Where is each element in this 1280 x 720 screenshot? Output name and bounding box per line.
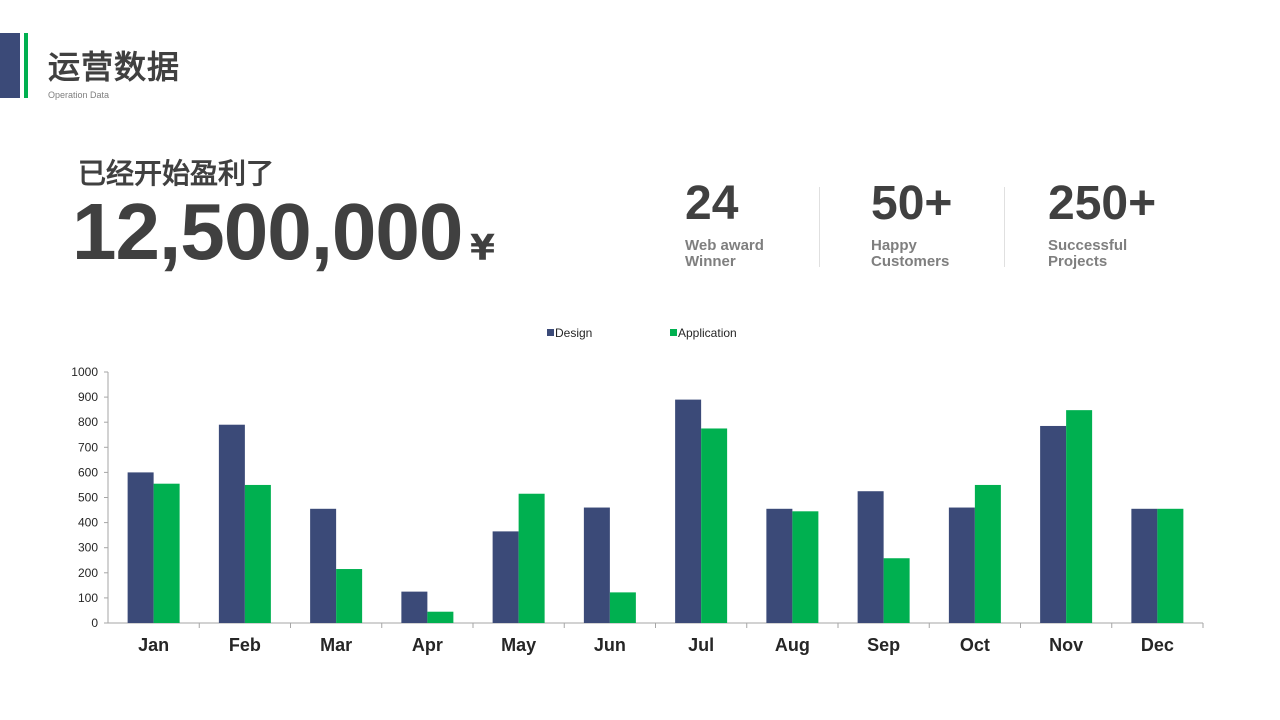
bar-design-feb (218, 424, 245, 623)
legend-label-application: Application (678, 326, 737, 340)
x-tick-label: Oct (960, 635, 990, 655)
bar-design-jan (127, 472, 154, 623)
y-tick-label: 200 (78, 566, 98, 580)
currency-symbol: ¥ (470, 228, 496, 269)
y-tick-label: 500 (78, 491, 98, 505)
bar-design-may (492, 531, 519, 623)
y-tick-label: 700 (78, 440, 98, 454)
stat-customers: 50+ Happy Customers (871, 180, 952, 270)
x-tick-label: Jul (688, 635, 714, 655)
bar-design-dec (1131, 508, 1158, 623)
stat-label: Web award Winner (685, 237, 764, 270)
x-tick-label: Feb (229, 635, 261, 655)
stat-value: 250+ (1048, 177, 1157, 230)
stat-divider (1004, 187, 1005, 267)
y-tick-label: 900 (78, 390, 98, 404)
page-title: 运营数据 (48, 48, 181, 86)
x-tick-label: May (501, 635, 536, 655)
bar-design-jul (675, 399, 702, 623)
bar-application-may (518, 493, 545, 623)
bar-design-mar (310, 508, 337, 623)
bar-design-aug (766, 508, 793, 623)
bar-application-aug (792, 511, 819, 623)
x-tick-label: Mar (320, 635, 352, 655)
bar-application-jun (609, 592, 636, 623)
bar-application-sep (883, 558, 910, 623)
header-accent-line (24, 33, 28, 98)
x-tick-label: Nov (1049, 635, 1083, 655)
stat-label: Happy Customers (871, 237, 950, 270)
bar-design-jun (583, 507, 610, 623)
legend-swatch-design (547, 329, 554, 336)
legend-swatch-application (670, 329, 677, 336)
x-tick-label: Jan (138, 635, 169, 655)
bar-application-jan (153, 483, 180, 623)
bar-application-feb (244, 484, 271, 623)
profit-amount: 12,500,000 (72, 187, 463, 276)
stat-projects: 250+ Successful Projects (1048, 180, 1156, 270)
bar-application-oct (974, 484, 1001, 623)
y-tick-label: 1000 (71, 365, 98, 379)
y-tick-label: 100 (78, 591, 98, 605)
stat-value: 24 (685, 177, 739, 230)
header-accent-bar (0, 33, 20, 98)
y-tick-label: 400 (78, 516, 98, 530)
bar-design-nov (1040, 425, 1067, 623)
x-tick-label: Sep (867, 635, 900, 655)
y-tick-label: 800 (78, 415, 98, 429)
y-tick-label: 0 (91, 616, 98, 630)
y-tick-label: 300 (78, 541, 98, 555)
page-subtitle: Operation Data (48, 90, 110, 100)
x-tick-label: Dec (1141, 635, 1174, 655)
stat-label: Successful Projects (1048, 237, 1128, 270)
bar-design-apr (401, 591, 428, 623)
stat-value: 50+ (871, 177, 953, 230)
x-tick-label: Jun (594, 635, 626, 655)
profit-label: 已经开始盈利了 (78, 157, 275, 190)
bar-design-oct (948, 507, 975, 623)
y-tick-label: 600 (78, 465, 98, 479)
legend-label-design: Design (555, 326, 592, 340)
bar-application-dec (1157, 508, 1184, 623)
bar-application-jul (701, 428, 728, 623)
stat-awards: 24 Web award Winner (685, 180, 764, 270)
bar-design-sep (857, 491, 884, 623)
x-tick-label: Apr (412, 635, 443, 655)
bar-application-apr (427, 611, 454, 623)
stat-divider (819, 187, 820, 267)
bar-application-mar (336, 569, 363, 623)
bar-application-nov (1066, 410, 1093, 623)
x-tick-label: Aug (775, 635, 810, 655)
